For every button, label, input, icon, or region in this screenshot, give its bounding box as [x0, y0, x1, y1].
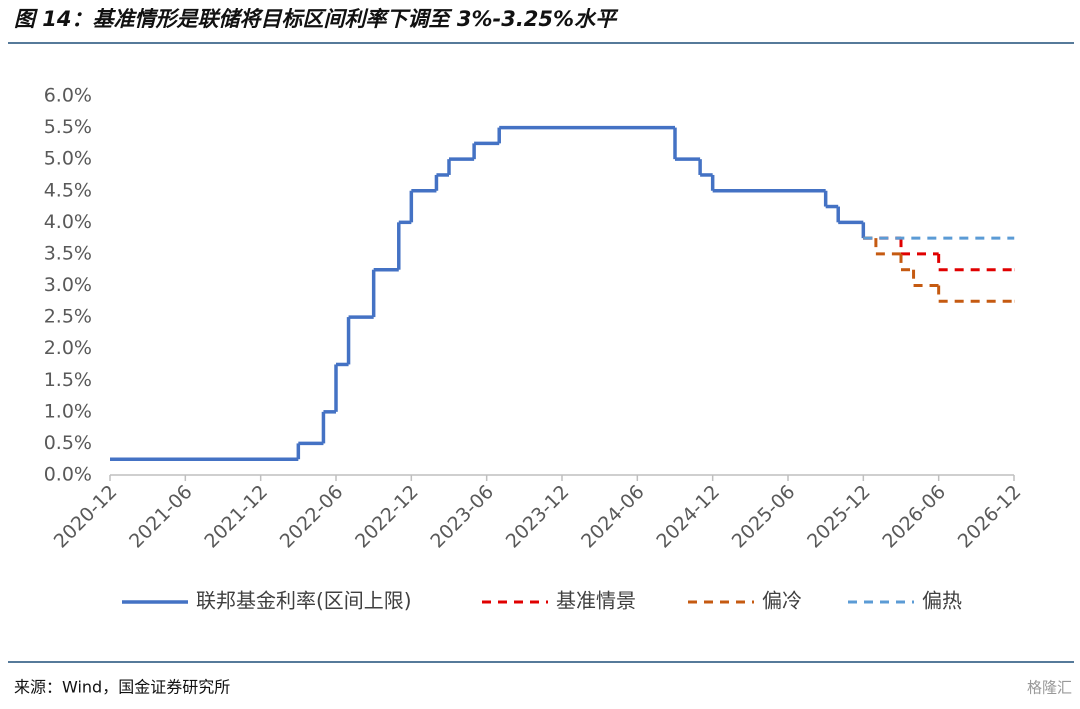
x-tick-label: 2024-06 [577, 481, 649, 553]
y-tick-label: 3.0% [44, 274, 92, 296]
y-tick-label: 2.5% [44, 306, 92, 328]
x-tick-label: 2021-06 [125, 481, 197, 553]
y-tick-label: 4.5% [44, 179, 92, 201]
x-tick-label: 2023-06 [426, 481, 498, 553]
y-tick-label: 3.5% [44, 242, 92, 264]
y-tick-label: 1.0% [44, 400, 92, 422]
x-tick-label: 2025-12 [803, 481, 875, 553]
chart-title: 图 14：基准情形是联储将目标区间利率下调至 3%-3.25%水平 [14, 7, 619, 31]
x-tick-label: 2020-12 [50, 481, 122, 553]
y-tick-label: 2.0% [44, 337, 92, 359]
x-tick-label: 2025-06 [728, 481, 800, 553]
y-tick-label: 0.5% [44, 432, 92, 454]
x-tick-label: 2022-06 [276, 481, 348, 553]
source: 来源：Wind，国金证券研究所 [14, 678, 230, 697]
y-tick-label: 5.0% [44, 148, 92, 170]
y-tick-label: 5.5% [44, 116, 92, 138]
x-tick-label: 2022-12 [351, 481, 423, 553]
legend-label: 偏冷 [762, 589, 802, 613]
legend-label: 基准情景 [556, 589, 636, 613]
y-tick-label: 4.0% [44, 211, 92, 233]
y-tick-label: 0.0% [44, 464, 92, 486]
legend-label: 联邦基金利率(区间上限) [196, 589, 412, 613]
x-tick-label: 2021-12 [200, 481, 272, 553]
x-tick-label: 2024-12 [652, 481, 724, 553]
watermark: 格隆汇 [1027, 679, 1072, 697]
x-tick-label: 2026-06 [878, 481, 950, 553]
x-tick-label: 2023-12 [502, 481, 574, 553]
x-tick-label: 2026-12 [954, 481, 1026, 553]
y-tick-label: 1.5% [44, 369, 92, 391]
legend-label: 偏热 [922, 589, 962, 613]
y-tick-label: 6.0% [44, 85, 92, 107]
